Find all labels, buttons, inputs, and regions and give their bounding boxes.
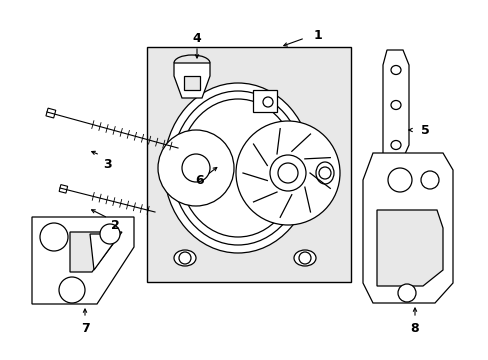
Bar bbox=[147, 47, 350, 282]
Circle shape bbox=[298, 252, 310, 264]
Text: 2: 2 bbox=[110, 219, 119, 231]
Text: 8: 8 bbox=[410, 321, 418, 334]
Circle shape bbox=[236, 121, 339, 225]
Circle shape bbox=[179, 252, 191, 264]
Polygon shape bbox=[382, 50, 408, 170]
Circle shape bbox=[387, 168, 411, 192]
Circle shape bbox=[40, 223, 68, 251]
Ellipse shape bbox=[293, 250, 315, 266]
Circle shape bbox=[59, 277, 85, 303]
Polygon shape bbox=[90, 234, 120, 270]
Polygon shape bbox=[70, 232, 122, 272]
Polygon shape bbox=[59, 185, 67, 193]
Circle shape bbox=[420, 171, 438, 189]
Circle shape bbox=[318, 167, 330, 179]
Polygon shape bbox=[32, 217, 134, 304]
Polygon shape bbox=[362, 153, 452, 303]
Text: 3: 3 bbox=[103, 158, 112, 171]
Polygon shape bbox=[376, 210, 442, 286]
Circle shape bbox=[158, 130, 234, 206]
Text: 5: 5 bbox=[420, 123, 428, 136]
Ellipse shape bbox=[174, 250, 196, 266]
Text: 1: 1 bbox=[313, 28, 322, 41]
Circle shape bbox=[100, 224, 120, 244]
FancyBboxPatch shape bbox=[252, 90, 276, 112]
Bar bbox=[183, 76, 200, 90]
Ellipse shape bbox=[390, 140, 400, 149]
Circle shape bbox=[278, 163, 297, 183]
Ellipse shape bbox=[315, 162, 333, 184]
Circle shape bbox=[263, 97, 272, 107]
Text: 7: 7 bbox=[81, 321, 89, 334]
Ellipse shape bbox=[163, 83, 311, 253]
Circle shape bbox=[269, 155, 305, 191]
Ellipse shape bbox=[390, 66, 400, 75]
Circle shape bbox=[397, 284, 415, 302]
Ellipse shape bbox=[390, 100, 400, 109]
Polygon shape bbox=[174, 63, 209, 98]
Polygon shape bbox=[46, 108, 56, 118]
Circle shape bbox=[182, 154, 209, 182]
Text: 4: 4 bbox=[192, 32, 201, 45]
Text: 6: 6 bbox=[195, 174, 204, 186]
